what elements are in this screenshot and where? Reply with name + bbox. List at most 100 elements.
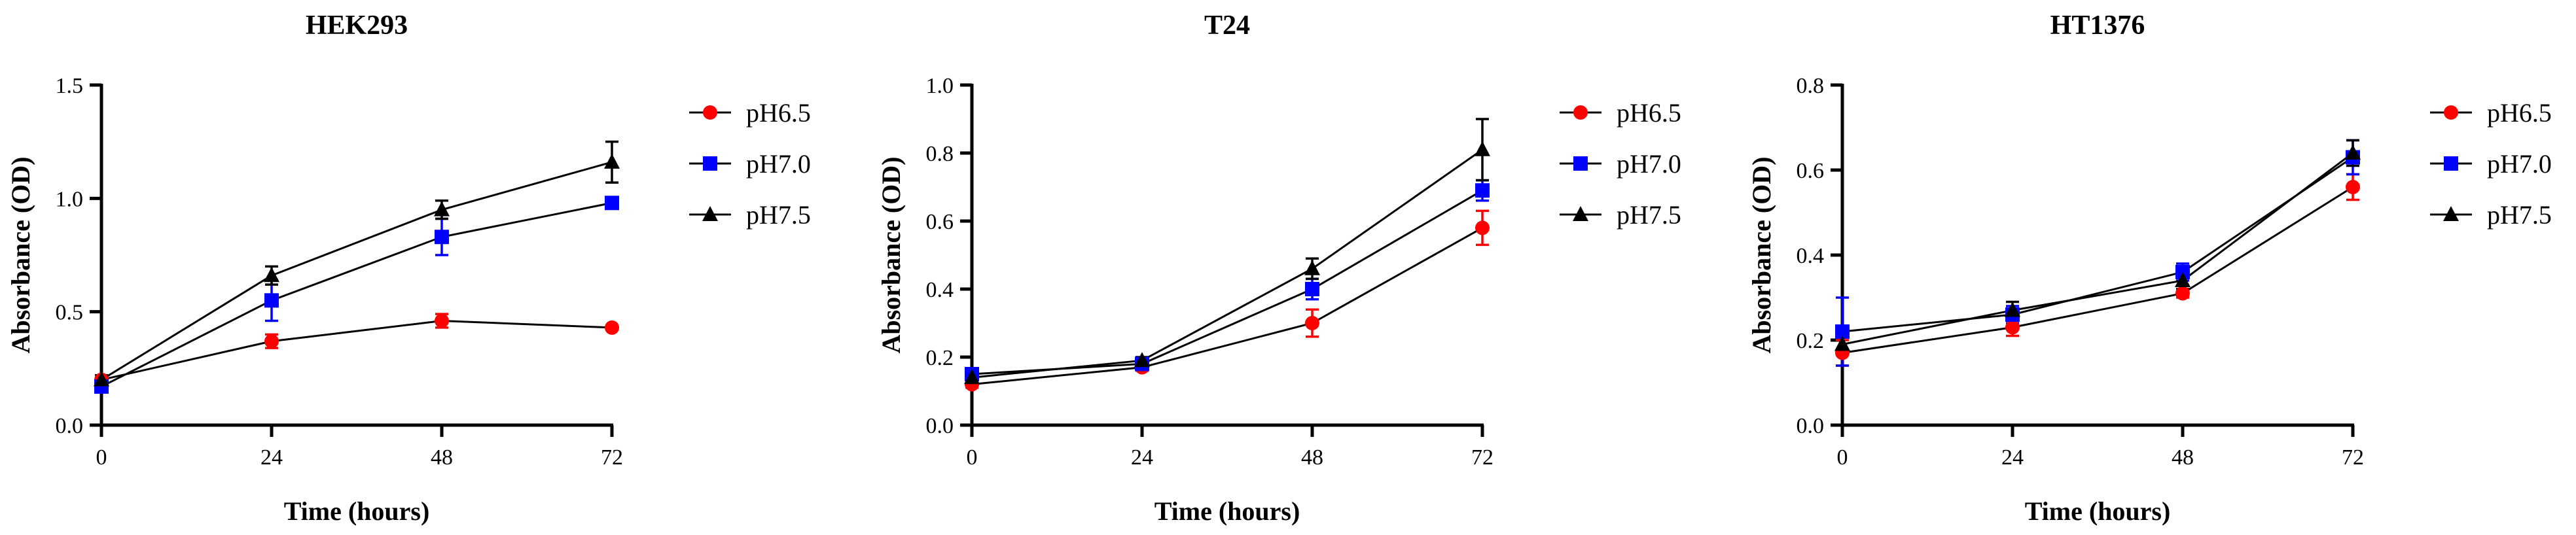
legend-label: pH7.5 (1617, 200, 1681, 230)
series-line-ph7-0 (101, 201, 613, 388)
x-tick-label: 24 (260, 445, 283, 470)
legend-label: pH7.5 (2487, 200, 2552, 230)
chart-title: T24 (1204, 10, 1250, 41)
legend-item-ph6-5: pH6.5 (689, 98, 811, 128)
legend-marker-ph6-5 (2444, 105, 2458, 120)
series-line-ph7-5 (1842, 152, 2353, 345)
data-point-ph6-5 (264, 334, 279, 349)
x-axis-title: Time (hours) (284, 496, 430, 526)
y-tick-label: 0.0 (56, 414, 84, 438)
y-tick-label: 1.0 (926, 74, 954, 98)
legend-marker-ph7-5 (702, 206, 718, 221)
x-tick-label: 72 (1471, 445, 1494, 470)
chart-svg-ht1376: HT1376 0.0 0.2 0.4 0.6 0.8 0 24 48 72 Time (hours)… (1747, 10, 2552, 526)
legend-marker-ph6-5 (703, 105, 717, 120)
data-point-ph7-5 (1134, 352, 1150, 368)
data-point-ph7-5 (2345, 145, 2361, 160)
data-point-ph7-0 (435, 230, 449, 245)
series-line-ph6-5 (1842, 186, 2353, 354)
legend-label: pH6.5 (1617, 98, 1681, 128)
chart-svg-hek293: HEK293 0.0 0.5 1.0 1.5 0 24 48 72 Time (hours) Abs… (6, 10, 811, 526)
legend-item-ph7-5: pH7.5 (1560, 200, 1681, 230)
chart-panel-t24: T24 0.0 0.2 0.4 0.6 0.8 1.0 0 24 48 72 Time (hours)… (870, 0, 1729, 535)
y-axis-title: Absorbance (OD) (1747, 156, 1776, 353)
legend-marker-ph7-0 (703, 156, 717, 171)
legend-label: pH7.0 (746, 149, 811, 179)
legend-item-ph7-5: pH7.5 (689, 200, 811, 230)
chart-title: HEK293 (306, 10, 408, 41)
data-point-ph7-0 (605, 196, 619, 211)
x-tick-label: 48 (2172, 445, 2194, 470)
y-tick-label: 0.0 (926, 414, 954, 438)
data-point-ph7-5 (434, 201, 450, 216)
x-tick-label: 0 (1837, 445, 1848, 470)
y-tick-label: 1.5 (56, 74, 84, 98)
chart-svg-t24: T24 0.0 0.2 0.4 0.6 0.8 1.0 0 24 48 72 Time (hours)… (876, 10, 1681, 526)
data-point-ph6-5 (1305, 316, 1319, 330)
data-point-ph7-0 (264, 293, 279, 308)
chart-panel-hek293: HEK293 0.0 0.5 1.0 1.5 0 24 48 72 Time (hours) Abs… (0, 0, 859, 535)
legend-label: pH7.5 (746, 200, 811, 230)
legend-marker-ph7-5 (1573, 206, 1588, 221)
series-line-ph7-0 (1842, 156, 2353, 333)
legend-marker-ph6-5 (1573, 105, 1588, 120)
y-tick-label: 0.8 (926, 142, 954, 166)
y-tick-label: 1.0 (56, 187, 84, 211)
legend-marker-ph7-0 (2444, 156, 2458, 171)
legend-item-ph7-5: pH7.5 (2430, 200, 2552, 230)
x-tick-label: 24 (1131, 445, 1153, 470)
legend-item-ph6-5: pH6.5 (2430, 98, 2552, 128)
x-tick-label: 0 (967, 445, 978, 470)
y-tick-label: 0.0 (1797, 414, 1825, 438)
y-tick-label: 0.8 (1797, 74, 1825, 98)
x-tick-label: 72 (2342, 445, 2364, 470)
data-point-ph7-5 (264, 267, 279, 283)
chart-panel-ht1376: HT1376 0.0 0.2 0.4 0.6 0.8 0 24 48 72 Time (hours)… (1741, 0, 2576, 535)
chart-title: HT1376 (2050, 10, 2145, 41)
legend-item-ph7-0: pH7.0 (2430, 149, 2552, 179)
x-tick-label: 24 (2001, 445, 2024, 470)
y-tick-label: 0.2 (926, 346, 954, 370)
data-point-ph7-5 (604, 153, 620, 169)
x-axis-title: Time (hours) (2025, 496, 2171, 526)
data-point-ph6-5 (2005, 320, 2020, 335)
legend-label: pH7.0 (2487, 149, 2552, 179)
legend-label: pH6.5 (2487, 98, 2552, 128)
legend-label: pH6.5 (746, 98, 811, 128)
series-line-ph6-5 (971, 227, 1483, 386)
legend-item-ph7-0: pH7.0 (689, 149, 811, 179)
data-point-ph7-5 (2005, 302, 2020, 317)
data-point-ph7-5 (964, 369, 980, 385)
legend-item-ph6-5: pH6.5 (1560, 98, 1681, 128)
x-tick-label: 0 (96, 445, 107, 470)
legend-label: pH7.0 (1617, 149, 1681, 179)
legend-marker-ph7-0 (1573, 156, 1588, 171)
data-point-ph7-0 (1835, 324, 1850, 339)
y-tick-label: 0.2 (1797, 329, 1825, 353)
x-tick-label: 48 (431, 445, 453, 470)
y-tick-label: 0.4 (926, 278, 954, 302)
series-line-ph7-5 (971, 148, 1483, 379)
data-point-ph6-5 (605, 320, 619, 335)
x-tick-label: 48 (1301, 445, 1323, 470)
data-point-ph7-0 (1305, 282, 1319, 296)
y-axis-title: Absorbance (OD) (876, 156, 906, 353)
series-line-ph7-0 (971, 189, 1483, 375)
y-tick-label: 0.5 (56, 301, 84, 325)
x-axis-title: Time (hours) (1154, 496, 1300, 526)
legend-item-ph7-0: pH7.0 (1560, 149, 1681, 179)
data-point-ph7-5 (94, 371, 109, 387)
legend-marker-ph7-5 (2443, 206, 2459, 221)
data-point-ph7-5 (1304, 260, 1320, 275)
y-axis-title: Absorbance (OD) (6, 156, 35, 353)
series-line-ph6-5 (101, 320, 613, 381)
y-tick-label: 0.6 (1797, 159, 1825, 183)
data-point-ph6-5 (2346, 180, 2360, 194)
y-tick-label: 0.6 (926, 210, 954, 234)
data-point-ph7-5 (2175, 272, 2191, 287)
data-point-ph6-5 (1475, 220, 1490, 235)
data-point-ph7-0 (1475, 183, 1490, 198)
x-tick-label: 72 (601, 445, 623, 470)
series-line-ph7-5 (101, 161, 613, 381)
